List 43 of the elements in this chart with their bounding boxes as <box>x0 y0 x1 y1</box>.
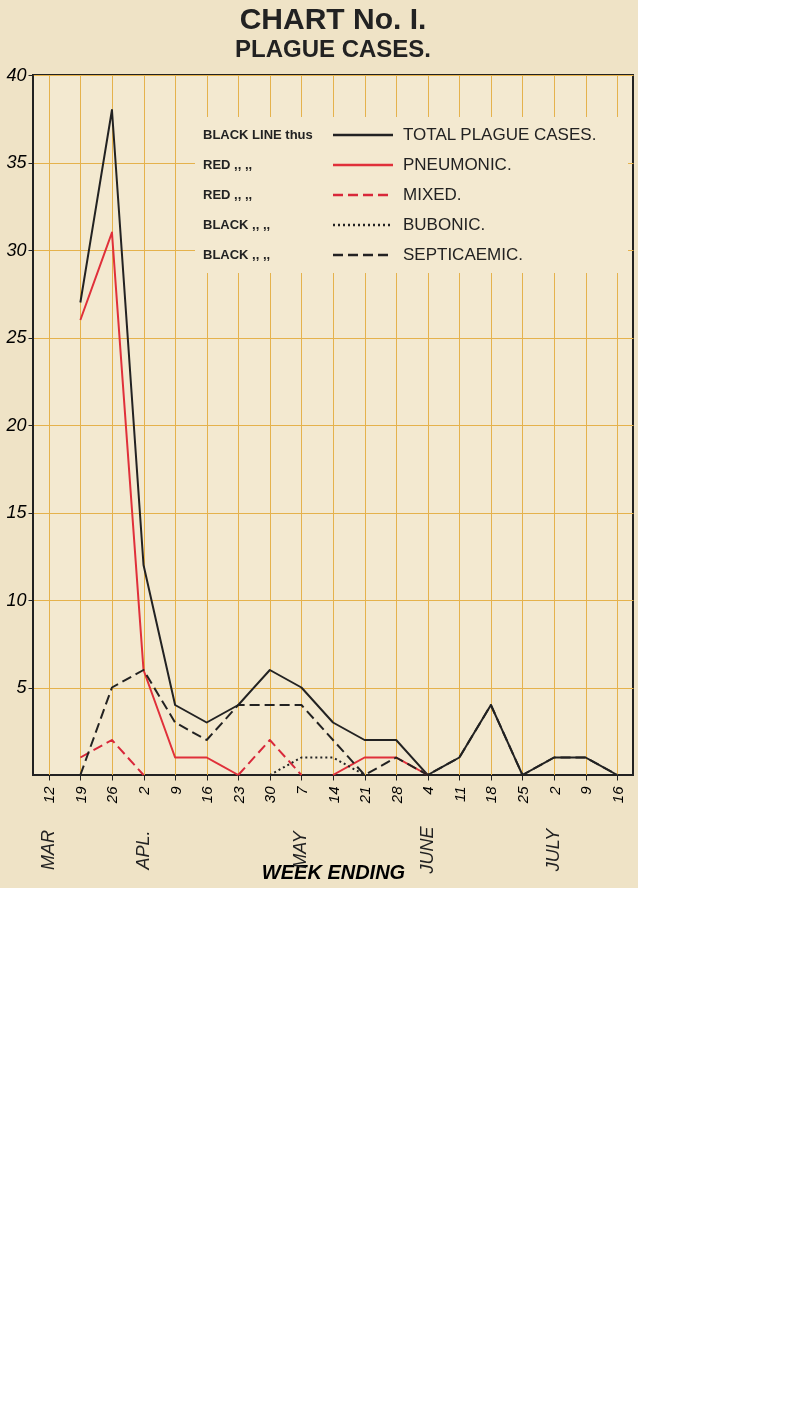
legend-label: SEPTICAEMIC. <box>403 245 523 264</box>
annotation: RED ,, ,, <box>203 157 253 172</box>
x-tick-label: 16 <box>608 785 626 804</box>
x-tick-label: 21 <box>356 786 374 805</box>
x-tick-label: 25 <box>513 785 531 805</box>
y-tick-label: 5 <box>16 677 28 697</box>
y-tick-label: 25 <box>5 327 28 347</box>
legend-label: MIXED. <box>403 185 462 204</box>
annotation: BLACK ,, ,, <box>203 247 271 262</box>
y-tick-label: 40 <box>6 64 27 85</box>
y-tick-label: 35 <box>6 152 28 172</box>
legend-label: TOTAL PLAGUE CASES. <box>403 125 597 144</box>
text: MAR <box>37 830 58 870</box>
x-tick-label: 11 <box>450 786 468 803</box>
y-tick-label: 10 <box>6 589 27 610</box>
x-tick-label: 28 <box>387 785 405 805</box>
x-tick-label: 23 <box>229 785 247 805</box>
y-tick-label: 30 <box>6 239 27 260</box>
text: JUNE <box>416 825 437 875</box>
text: APL. <box>132 830 153 871</box>
x-tick-label: 14 <box>324 786 342 804</box>
chart-title: CHART No. I. <box>239 2 427 35</box>
x-tick-label: 2 <box>545 785 563 796</box>
x-tick-label: 26 <box>103 785 121 805</box>
annotation: RED ,, ,, <box>203 187 253 202</box>
x-tick-label: 30 <box>261 785 279 804</box>
x-tick-label: 4 <box>419 786 437 795</box>
annotation: BLACK LINE thus <box>203 127 313 142</box>
y-tick-label: 20 <box>5 414 27 435</box>
x-tick-label: 9 <box>166 785 184 795</box>
x-tick-label: 18 <box>482 785 500 804</box>
legend-label: BUBONIC. <box>403 215 486 234</box>
text: JULY <box>543 826 564 873</box>
x-tick-label: 7 <box>292 785 310 795</box>
x-tick-label: 9 <box>577 785 595 795</box>
x-tick-label: 2 <box>135 785 153 796</box>
x-tick-label: 16 <box>198 785 216 804</box>
x-tick-label: 12 <box>40 785 58 804</box>
y-tick-label: 15 <box>6 502 28 522</box>
chart-subtitle: PLAGUE CASES. <box>234 35 432 62</box>
annotation: BLACK ,, ,, <box>203 217 271 232</box>
x-tick-label: 19 <box>71 785 89 804</box>
legend-label: PNEUMONIC. <box>403 155 512 174</box>
